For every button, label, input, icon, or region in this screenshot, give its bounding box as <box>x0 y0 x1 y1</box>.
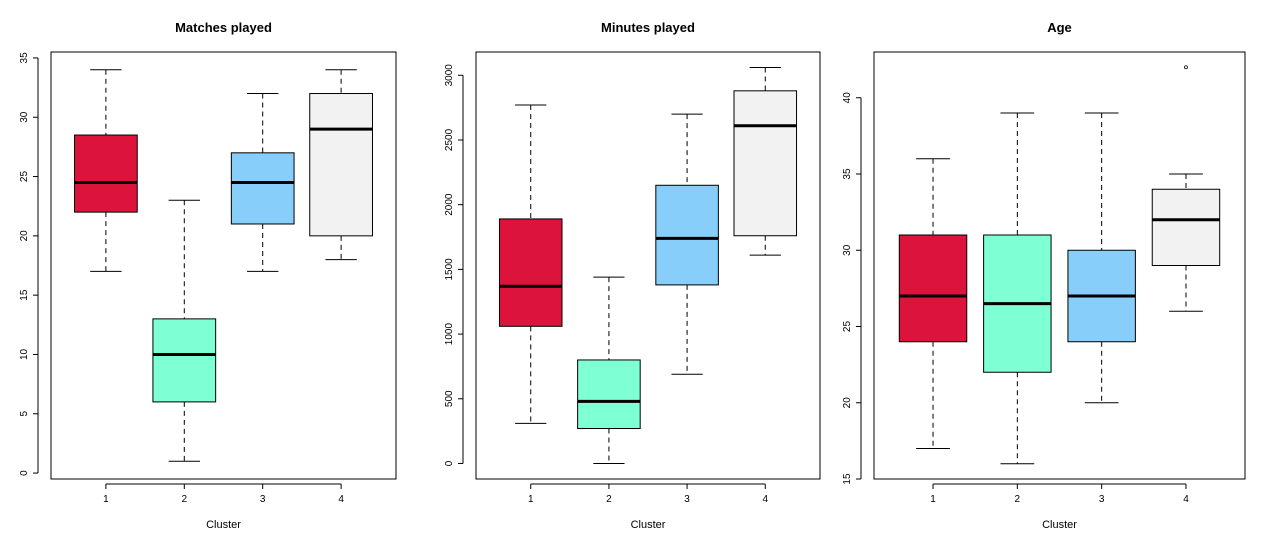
iqr-box <box>733 90 798 237</box>
x-tick-label: 4 <box>338 494 344 505</box>
box-cluster-1 <box>898 158 968 449</box>
iqr-box <box>230 152 295 225</box>
box-cluster-3 <box>230 93 295 272</box>
box-cluster-1 <box>74 69 138 272</box>
y-tick-label: 30 <box>842 244 853 256</box>
outlier-point <box>1184 65 1188 70</box>
y-tick-label: 25 <box>842 321 853 333</box>
chart-title: Matches played <box>175 20 272 35</box>
y-tick-label: 40 <box>842 92 853 104</box>
iqr-box <box>309 93 373 237</box>
y-tick-label: 1000 <box>444 323 455 346</box>
y-tick-label: 35 <box>19 52 30 64</box>
panel-2: Minutes played 0 500 1000 1500 2000 2500 3000 1 2… <box>444 20 821 531</box>
box-cluster-3 <box>1067 112 1136 404</box>
x-tick-label: 3 <box>684 494 690 505</box>
x-tick-label: 4 <box>1183 494 1189 505</box>
box-cluster-2 <box>983 112 1052 465</box>
panel-1: Matches played 0 5 10 15 20 25 30 35 1 2 3 4 Cluster <box>19 20 397 531</box>
iqr-box <box>655 184 719 286</box>
x-axis-label: Cluster <box>206 519 241 531</box>
y-tick-label: 30 <box>19 111 30 123</box>
plot-frame <box>475 51 821 480</box>
y-tick-label: 20 <box>842 397 853 409</box>
x-tick-label: 2 <box>1015 494 1021 505</box>
y-tick-label: 3000 <box>444 64 455 87</box>
chart-title: Age <box>1047 20 1072 35</box>
x-tick-label: 1 <box>930 494 936 505</box>
box-cluster-4 <box>1151 65 1221 312</box>
y-tick-label: 10 <box>19 348 30 360</box>
x-axis-label: Cluster <box>1042 519 1077 531</box>
y-tick-label: 35 <box>842 168 853 180</box>
iqr-box <box>152 318 217 403</box>
box-cluster-2 <box>152 199 217 462</box>
x-tick-label: 1 <box>528 494 534 505</box>
y-tick-label: 0 <box>444 460 455 466</box>
iqr-box <box>898 234 968 343</box>
y-tick-label: 2000 <box>444 193 455 216</box>
x-tick-label: 2 <box>606 494 612 505</box>
x-tick-label: 1 <box>103 494 109 505</box>
panel-3: Age 15 20 25 30 35 40 1 2 3 4 Cluster <box>842 20 1246 531</box>
y-tick-label: 500 <box>444 390 455 407</box>
x-tick-label: 3 <box>260 494 266 505</box>
x-tick-label: 2 <box>182 494 188 505</box>
y-tick-label: 15 <box>19 289 30 301</box>
box-cluster-3 <box>655 113 719 375</box>
y-tick-label: 2500 <box>444 128 455 151</box>
x-axis-label: Cluster <box>631 519 666 531</box>
box-cluster-2 <box>577 276 641 464</box>
plot-frame <box>50 51 397 480</box>
y-tick-label: 20 <box>19 230 30 242</box>
y-tick-label: 25 <box>19 171 30 183</box>
box-cluster-4 <box>309 69 373 261</box>
y-tick-label: 0 <box>19 470 30 476</box>
x-tick-label: 4 <box>762 494 768 505</box>
y-tick-label: 15 <box>842 473 853 485</box>
x-tick-label: 3 <box>1099 494 1105 505</box>
iqr-box <box>1151 188 1221 266</box>
y-tick-label: 1500 <box>444 258 455 281</box>
y-tick-label: 5 <box>19 411 30 417</box>
iqr-box <box>577 359 641 430</box>
box-cluster-1 <box>498 104 563 424</box>
iqr-box <box>74 134 138 213</box>
plot-frame <box>873 51 1246 480</box>
box-cluster-4 <box>733 67 798 256</box>
iqr-box <box>498 218 563 327</box>
chart-title: Minutes played <box>601 20 695 35</box>
